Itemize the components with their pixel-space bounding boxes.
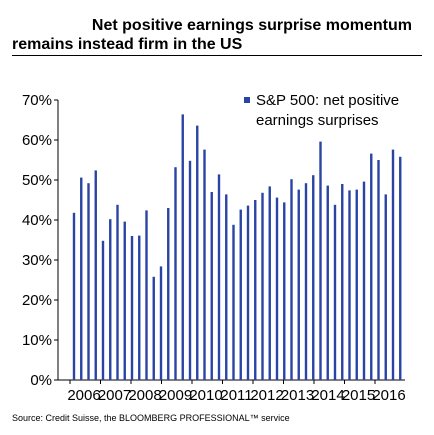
- bar: [297, 189, 300, 380]
- bar: [370, 153, 373, 380]
- legend: S&P 500: net positive earnings surprises: [244, 92, 399, 129]
- bar: [138, 235, 141, 380]
- source-note: Source: Credit Suisse, the BLOOMBERG PRO…: [12, 413, 290, 423]
- bar: [319, 141, 322, 380]
- bar: [254, 200, 257, 380]
- x-tick-label: 2006: [67, 387, 100, 404]
- bar: [239, 209, 242, 380]
- bar: [72, 212, 76, 380]
- y-tick-label: 60%: [22, 132, 52, 149]
- bar: [268, 186, 271, 380]
- chart-title-line-1: Net positive earnings surprise momentum: [91, 17, 412, 34]
- bar: [232, 224, 235, 380]
- bar: [246, 205, 250, 380]
- bar: [87, 183, 90, 380]
- bar: [181, 114, 184, 381]
- bar: [261, 192, 264, 380]
- x-tick-label: 2014: [311, 387, 344, 404]
- bar: [80, 177, 83, 380]
- y-tick-label: 50%: [22, 172, 52, 189]
- bar: [348, 190, 351, 380]
- bar: [145, 210, 148, 380]
- bar: [101, 240, 105, 380]
- y-tick-label: 30%: [22, 252, 52, 269]
- bar: [362, 181, 366, 380]
- y-axis: 0% 10% 20% 30% 40% 50% 60% 70%: [22, 92, 59, 389]
- x-tick-label: 2012: [250, 387, 283, 404]
- bar: [275, 197, 279, 380]
- bar: [174, 167, 177, 380]
- bar-series: [72, 114, 402, 381]
- bar: [312, 175, 315, 380]
- bar: [217, 174, 221, 380]
- bar: [355, 189, 358, 380]
- bar: [377, 160, 380, 380]
- x-tick-label: 2010: [189, 387, 222, 404]
- bar: [225, 194, 228, 380]
- x-tick-label: 2007: [98, 387, 131, 404]
- x-tick-label: 2016: [372, 387, 405, 404]
- bar: [167, 208, 170, 380]
- x-tick-label: 2008: [128, 387, 161, 404]
- bar: [384, 194, 387, 380]
- bar: [203, 149, 206, 380]
- legend-label: earnings surprises: [256, 112, 379, 129]
- y-tick-label: 0%: [30, 372, 52, 389]
- bar: [333, 204, 337, 380]
- y-tick-label: 10%: [22, 332, 52, 349]
- x-tick-label: 2009: [159, 387, 192, 404]
- x-axis: 2006200720082009201020112012201320142015…: [58, 379, 406, 404]
- bar: [116, 204, 119, 380]
- bar: [283, 202, 286, 380]
- bar: [210, 192, 213, 380]
- bar: [391, 149, 395, 380]
- legend-swatch: [244, 97, 250, 103]
- bar: [196, 125, 199, 380]
- bar: [341, 184, 344, 380]
- bar: [130, 236, 134, 380]
- bar: [188, 160, 192, 380]
- x-tick-label: 2015: [342, 387, 375, 404]
- x-tick-label: 2011: [220, 387, 252, 404]
- bar: [290, 179, 293, 380]
- y-tick-label: 40%: [22, 212, 52, 229]
- x-tick-label: 2013: [281, 387, 314, 404]
- bar: [123, 221, 126, 380]
- y-tick-label: 70%: [22, 92, 52, 109]
- bar: [159, 266, 163, 380]
- legend-label: S&P 500: net positive: [256, 92, 399, 109]
- title-underline: [12, 55, 422, 56]
- bar: [109, 219, 112, 380]
- chart-title-line-2: remains instead firm in the US: [12, 36, 243, 53]
- bar: [152, 276, 155, 380]
- bar: [399, 156, 402, 380]
- y-tick-label: 20%: [22, 292, 52, 309]
- bar: [94, 170, 97, 380]
- bar: [304, 183, 308, 380]
- bar: [326, 185, 329, 380]
